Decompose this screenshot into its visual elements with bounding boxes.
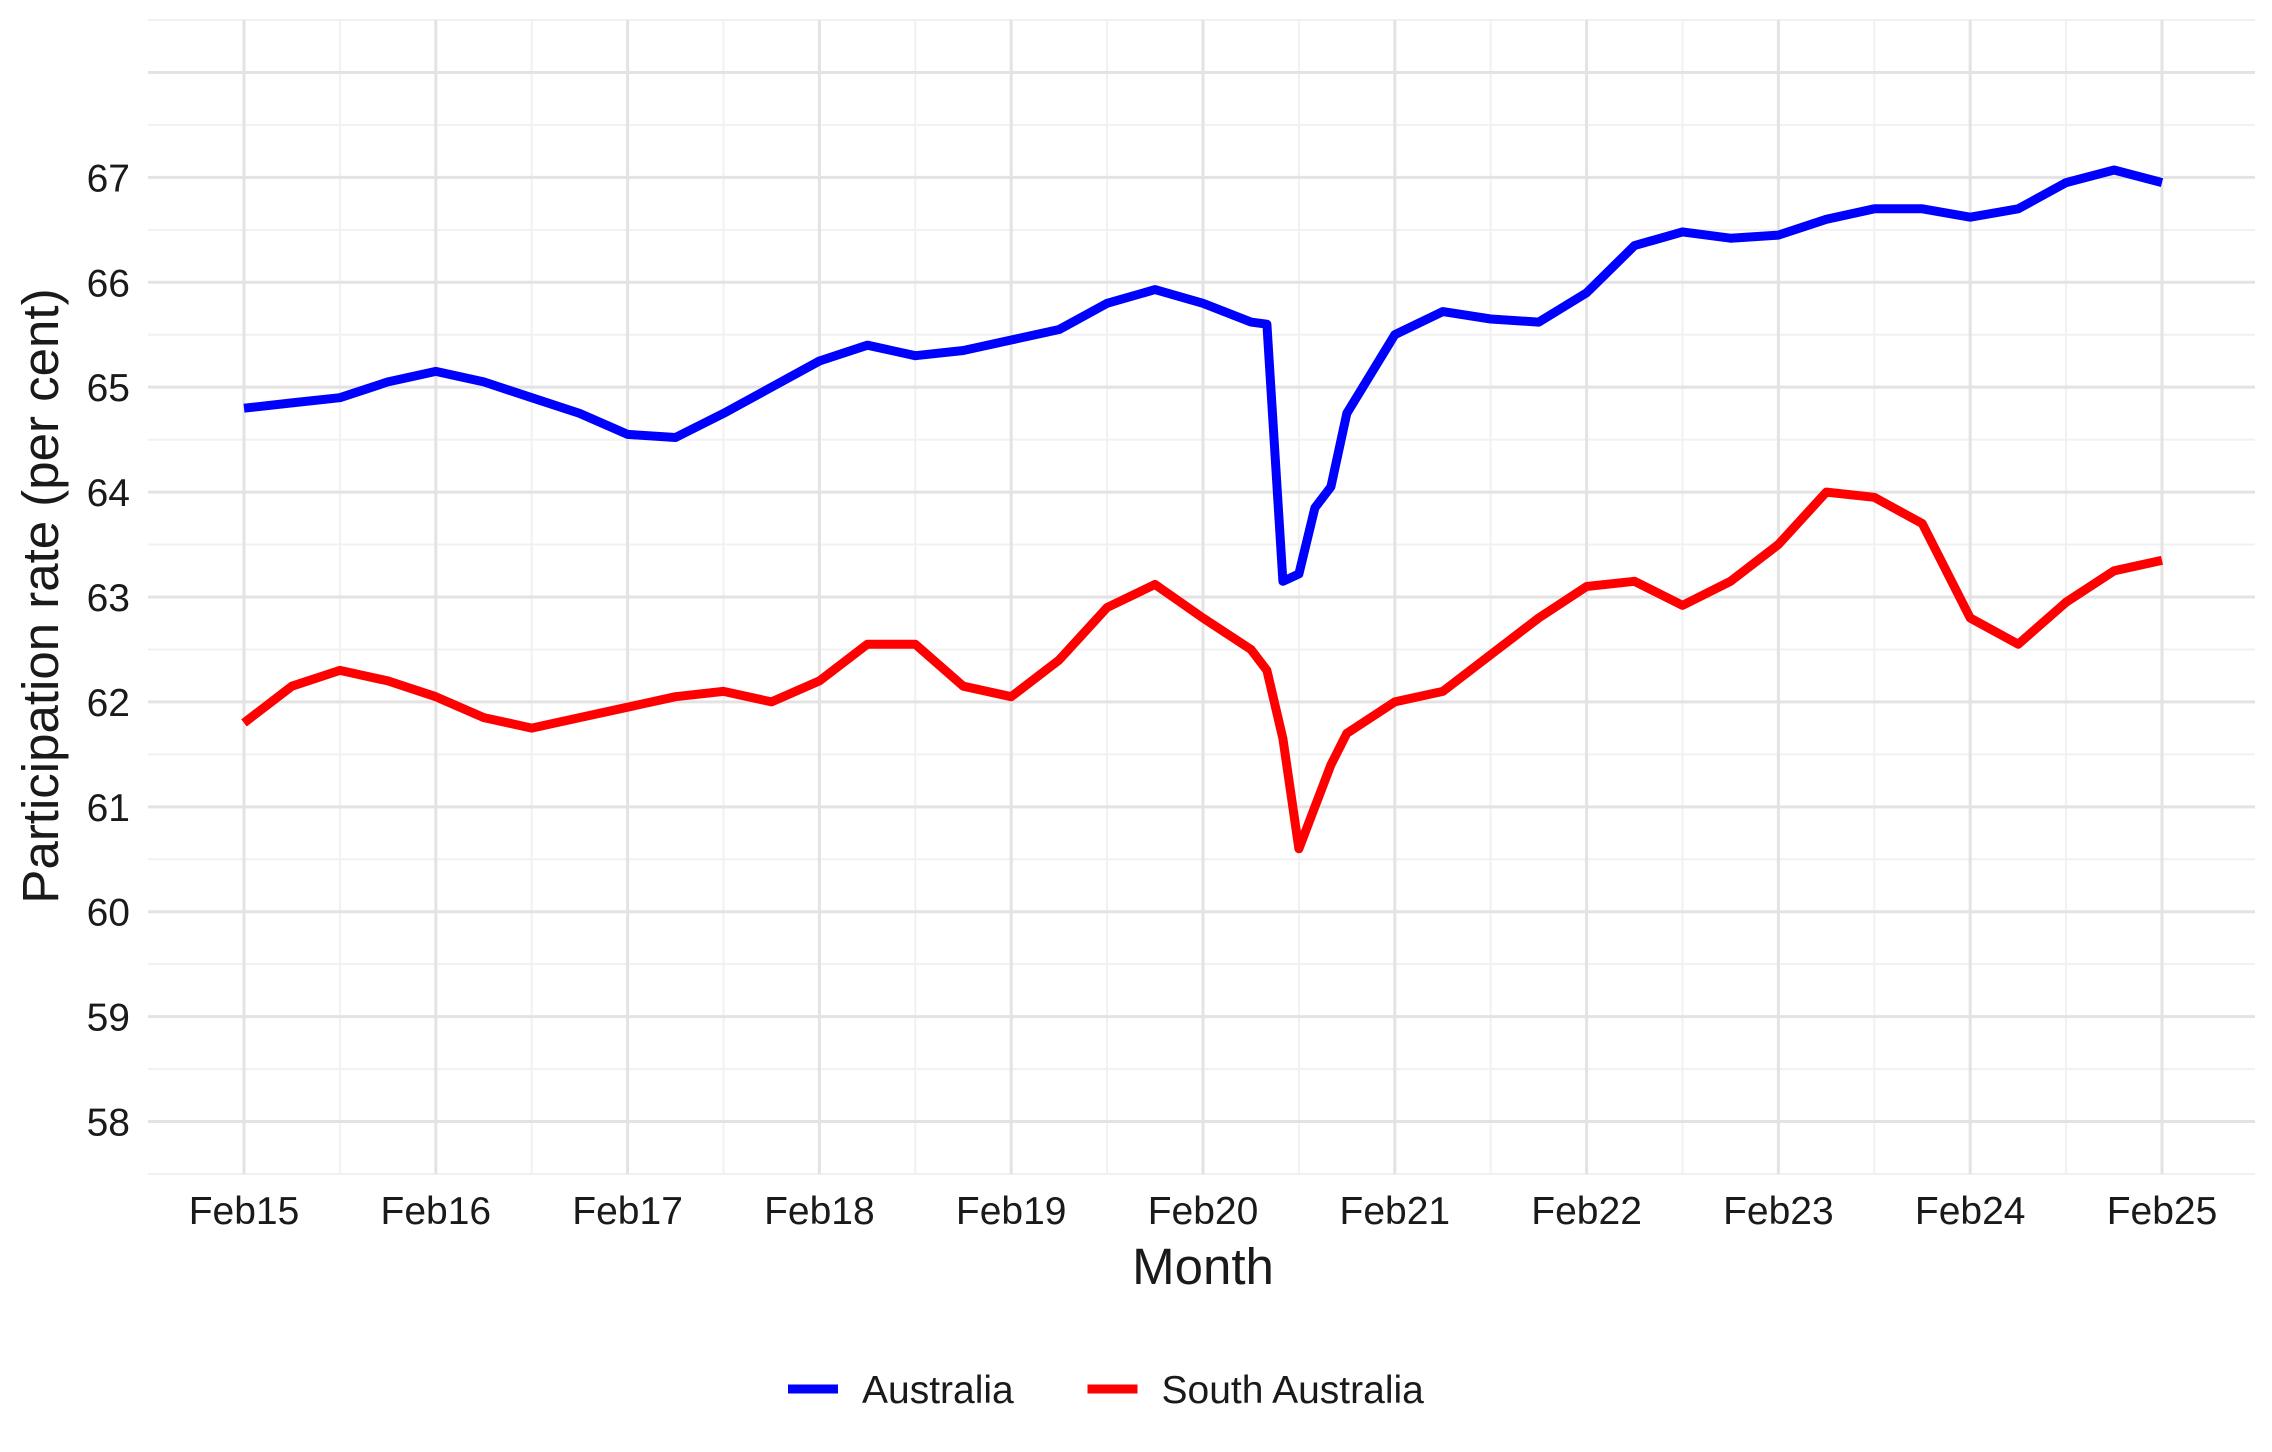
x-tick-label: Feb17 <box>572 1190 683 1233</box>
x-tick-label: Feb15 <box>189 1190 300 1233</box>
y-tick-label: 63 <box>87 577 130 620</box>
y-tick-label: 62 <box>87 682 130 725</box>
y-axis-tick-labels: 58 59 60 61 62 63 64 65 66 67 <box>87 157 130 1144</box>
legend-label-australia: Australia <box>862 1369 1014 1412</box>
x-tick-label: Feb19 <box>956 1190 1067 1233</box>
y-tick-label: 61 <box>87 787 130 830</box>
x-axis-title: Month <box>1132 1238 1274 1295</box>
legend-label-south-australia: South Australia <box>1162 1369 1425 1412</box>
series-line-south-australia <box>241 487 2163 854</box>
series-lines <box>241 165 2164 854</box>
y-tick-label: 60 <box>87 892 130 935</box>
x-tick-label: Feb25 <box>2107 1190 2218 1233</box>
x-axis-tick-labels: Feb15 Feb16 Feb17 Feb18 Feb19 Feb20 Feb21 Feb22… <box>189 1190 2218 1233</box>
y-tick-label: 66 <box>87 262 130 305</box>
x-tick-label: Feb20 <box>1148 1190 1259 1233</box>
x-tick-label: Feb21 <box>1340 1190 1451 1233</box>
x-tick-label: Feb16 <box>381 1190 492 1233</box>
y-tick-label: 65 <box>87 367 130 410</box>
y-axis-title: Participation rate (per cent) <box>12 288 69 903</box>
y-tick-label: 64 <box>87 472 130 515</box>
y-tick-label: 58 <box>87 1102 130 1145</box>
x-tick-label: Feb24 <box>1915 1190 2026 1233</box>
legend: Australia South Australia <box>788 1369 1424 1412</box>
major-gridlines <box>148 20 2255 1174</box>
x-tick-label: Feb22 <box>1531 1190 1642 1233</box>
x-tick-label: Feb23 <box>1723 1190 1834 1233</box>
y-tick-label: 67 <box>87 157 130 200</box>
series-line-australia <box>243 165 2164 586</box>
x-tick-label: Feb18 <box>764 1190 875 1233</box>
y-tick-label: 59 <box>87 997 130 1040</box>
